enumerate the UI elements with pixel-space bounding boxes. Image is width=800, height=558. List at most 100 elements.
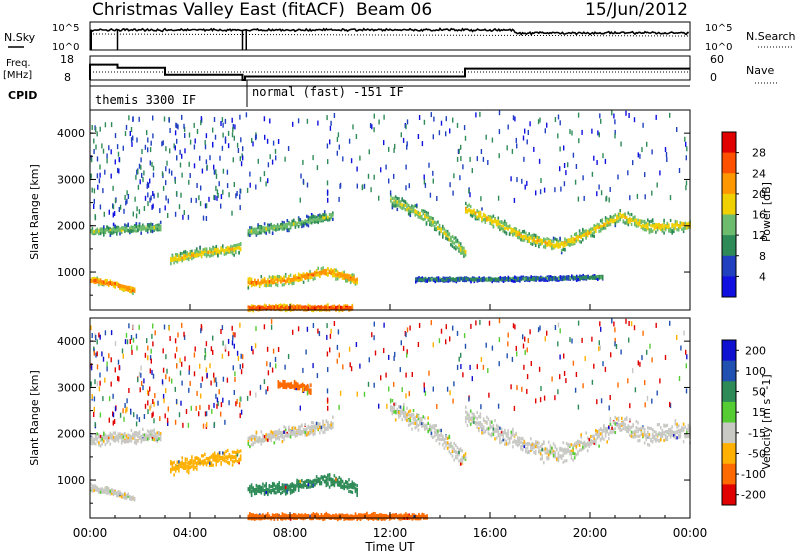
power-cell-band3 <box>314 277 316 280</box>
power-cell-scatter <box>106 153 107 158</box>
velocity-cell-band3 <box>322 478 324 481</box>
power-cell-band7 <box>611 220 613 223</box>
velocity-cell-band3 <box>326 481 328 484</box>
power-cell-band4 <box>269 230 271 233</box>
power-cell-scatter <box>139 117 140 122</box>
velocity-cell-band2 <box>185 467 187 470</box>
power-cell-band4 <box>251 226 253 229</box>
power-cell-band7 <box>631 213 633 216</box>
power-cell-band0 <box>155 227 157 230</box>
velocity-cell-band2 <box>196 461 198 464</box>
power-cell-scatter <box>111 174 112 179</box>
power-cell-band7 <box>498 220 500 223</box>
power-cell-band3 <box>282 283 284 286</box>
power-cell-band4 <box>308 218 310 221</box>
power-cell-band3 <box>322 271 324 274</box>
power-cell-band7 <box>519 236 521 239</box>
power-cell-band6 <box>429 223 431 226</box>
power-cell-band8 <box>556 278 558 281</box>
power-cell-band6 <box>455 236 457 239</box>
velocity-cell-band3 <box>355 487 357 490</box>
power-cell-band8 <box>542 278 544 281</box>
power-cell-band8 <box>487 278 489 281</box>
power-cell-scatter <box>614 119 615 124</box>
velocity-cell-band2 <box>191 465 193 468</box>
power-cell-band8 <box>480 278 482 281</box>
power-cell-scatter <box>403 138 404 143</box>
power-cell-band7 <box>634 216 636 219</box>
power-cell-band6 <box>431 216 433 219</box>
power-cell-band1 <box>127 286 129 289</box>
velocity-cell-band3 <box>311 485 313 488</box>
power-cell-band5 <box>301 306 303 309</box>
power-cell-scatter <box>651 191 652 196</box>
power-cell-band5 <box>327 303 329 306</box>
power-cell-band3 <box>277 281 279 284</box>
power-cell-band4 <box>285 226 287 229</box>
power-cell-band3 <box>304 274 306 277</box>
power-cell-band4 <box>257 223 259 226</box>
power-cell-band7 <box>535 234 537 237</box>
power-colorbar-tick-label: 4 <box>759 270 766 283</box>
velocity-cell-band3 <box>345 485 347 488</box>
power-cell-scatter <box>222 190 223 195</box>
power-cell-band4 <box>300 218 302 221</box>
velocity-cell-band2 <box>237 460 239 463</box>
power-cell-band7 <box>524 239 526 242</box>
velocity-cell-band3 <box>356 484 358 487</box>
power-cell-band1 <box>93 279 95 282</box>
power-cell-band6 <box>397 200 399 203</box>
velocity-cell-band0 <box>142 434 144 437</box>
power-cell-band7 <box>493 215 495 218</box>
power-cell-scatter <box>578 113 579 118</box>
velocity-cell-band4 <box>270 434 272 437</box>
power-cell-band3 <box>326 272 328 275</box>
power-cell-band2 <box>209 255 211 258</box>
power-cell-band4 <box>298 221 300 224</box>
power-cell-band2 <box>220 252 222 255</box>
power-cell-band7 <box>605 216 607 219</box>
power-cell-band1 <box>132 292 134 295</box>
nave-label: Nave <box>746 64 774 77</box>
power-cell-band7 <box>550 240 552 243</box>
power-cell-band7 <box>525 237 527 240</box>
power-cell-band0 <box>131 225 133 228</box>
power-cell-band3 <box>313 278 315 281</box>
power-cell-scatter <box>637 194 638 199</box>
velocity-cell-band4 <box>304 428 306 431</box>
power-cell-band7 <box>517 231 519 234</box>
velocity-cell-band4 <box>317 425 319 428</box>
velocity-cell-band2 <box>227 461 229 464</box>
velocity-cell-band0 <box>147 434 149 437</box>
power-cell-scatter <box>225 119 226 124</box>
velocity-cell-band4 <box>290 430 292 433</box>
velocity-cell-band2 <box>201 460 203 463</box>
velocity-cell-band5 <box>310 388 312 391</box>
power-cell-band7 <box>481 217 483 220</box>
velocity-cell-band4 <box>316 422 318 425</box>
power-cell-band0 <box>114 229 116 232</box>
velocity-cell-band4 <box>274 435 276 438</box>
power-cell-band6 <box>416 211 418 214</box>
power-cell-band7 <box>478 212 480 215</box>
power-cell-band2 <box>181 256 183 259</box>
power-cell-band8 <box>441 278 443 281</box>
power-cell-scatter <box>492 138 493 143</box>
power-cell-band1 <box>131 286 133 289</box>
velocity-cell-band3 <box>291 482 293 485</box>
power-cell-band6 <box>400 206 402 209</box>
velocity-cell-band5 <box>310 392 312 395</box>
power-cell-band3 <box>313 274 315 277</box>
power-cell-band0 <box>113 223 115 226</box>
power-cell-scatter <box>342 156 343 161</box>
power-cell-scatter <box>166 161 167 166</box>
power-cell-scatter <box>317 121 318 126</box>
power-cell-scatter <box>475 112 476 117</box>
power-cell-band7 <box>511 228 513 231</box>
power-cell-band7 <box>533 242 535 245</box>
power-data-cells <box>90 110 691 312</box>
power-cell-band2 <box>235 250 237 253</box>
freq-label: Freq. <box>6 58 31 69</box>
power-cell-scatter <box>126 125 127 130</box>
